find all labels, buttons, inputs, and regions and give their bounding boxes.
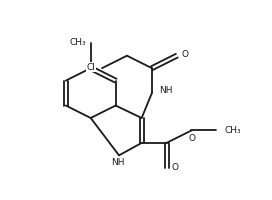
Text: NH: NH (159, 86, 172, 95)
Text: NH: NH (111, 158, 125, 167)
Text: O: O (182, 50, 189, 59)
Text: O: O (188, 134, 196, 143)
Text: CH₃: CH₃ (224, 126, 241, 135)
Text: CH₃: CH₃ (69, 38, 86, 47)
Text: Cl: Cl (86, 63, 95, 72)
Text: O: O (172, 163, 178, 172)
